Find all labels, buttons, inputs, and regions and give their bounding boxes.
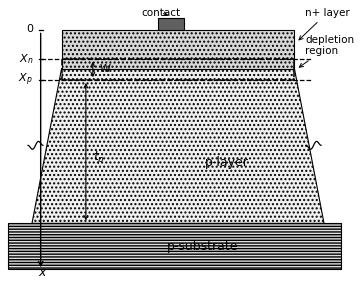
Text: n+ layer: n+ layer [299,8,350,40]
Polygon shape [32,69,324,223]
Text: $X_n$: $X_n$ [19,52,33,66]
Text: $X_p$: $X_p$ [19,72,33,88]
Text: x: x [38,266,45,280]
Text: $t_p$: $t_p$ [93,149,105,166]
Text: depletion
region: depletion region [299,35,354,67]
Polygon shape [8,223,341,269]
Text: contact: contact [141,8,180,18]
Text: W: W [100,64,111,74]
Polygon shape [158,18,184,30]
Polygon shape [62,30,294,69]
Text: p-layer: p-layer [205,156,249,169]
Text: 0: 0 [26,24,33,34]
Text: p-substrate: p-substrate [167,239,238,253]
